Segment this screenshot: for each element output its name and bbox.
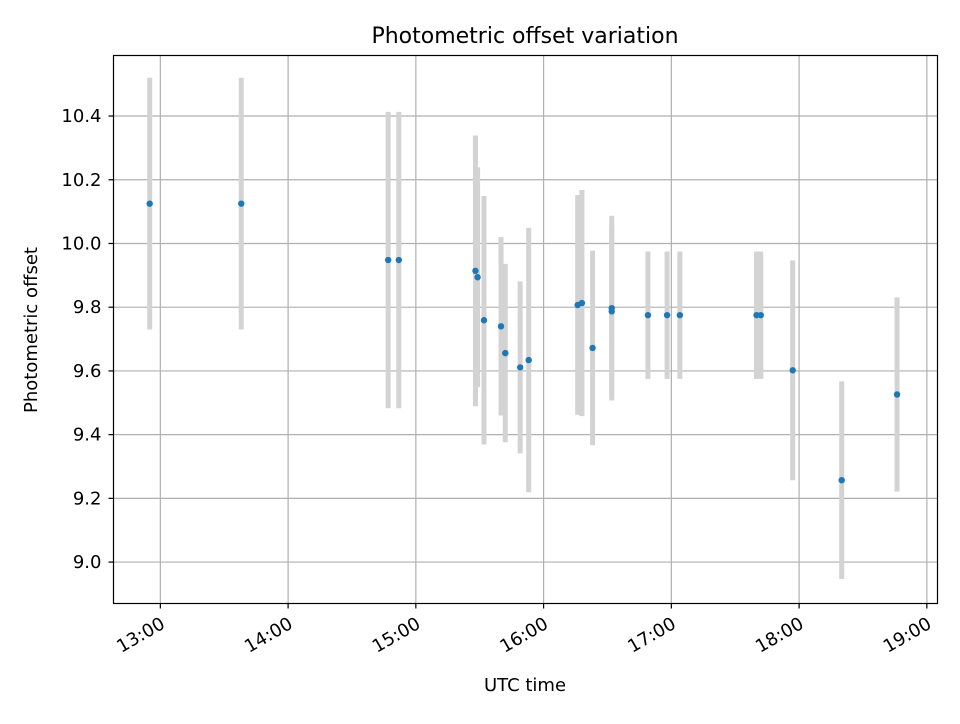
y-tick-label: 9.8 [73,297,102,318]
data-point [608,308,615,315]
data-point [578,299,586,307]
y-tick-label: 9.2 [73,488,102,509]
data-point [395,256,403,264]
y-axis-ticks: 9.0 9.2 9.4 9.6 9.8 10.0 10.2 10.4 [61,106,114,573]
x-tick-label: 15:00 [369,613,424,657]
x-tick-label: 13:00 [113,613,168,657]
y-tick-label: 9.0 [73,552,102,573]
data-point [589,344,596,352]
y-tick-label: 10.0 [61,233,101,254]
x-axis-ticks: 13:00 14:00 15:00 16:00 17:00 18:00 19:00 [113,603,935,657]
x-axis-label: UTC time [484,675,566,696]
data-point [893,391,901,398]
y-tick-label: 9.6 [73,361,102,382]
data-point [472,267,479,275]
data-point [757,311,764,319]
data-point [497,323,505,330]
data-point [676,311,684,319]
data-point [480,317,488,324]
data-point [663,311,671,319]
y-tick-label: 10.4 [61,106,101,127]
x-tick-label: 18:00 [752,613,807,657]
error-bars [147,77,900,579]
x-tick-label: 14:00 [241,613,296,657]
data-point [525,356,532,364]
data-points [146,200,901,484]
data-point [838,477,845,484]
data-point [474,274,481,281]
data-point [644,311,652,319]
data-point [516,364,524,371]
x-tick-label: 19:00 [880,613,935,657]
grid [113,55,938,604]
data-point [502,349,509,357]
data-point [789,367,796,374]
y-tick-label: 9.4 [73,425,102,446]
x-tick-label: 17:00 [624,613,679,657]
y-axis-label: Photometric offset [21,247,42,413]
data-point [238,200,245,207]
data-point [384,256,392,264]
data-point [146,200,153,207]
y-tick-label: 10.2 [61,170,101,191]
plot-frame [112,54,939,605]
x-tick-label: 16:00 [496,613,551,657]
chart-title: Photometric offset variation [371,24,678,49]
